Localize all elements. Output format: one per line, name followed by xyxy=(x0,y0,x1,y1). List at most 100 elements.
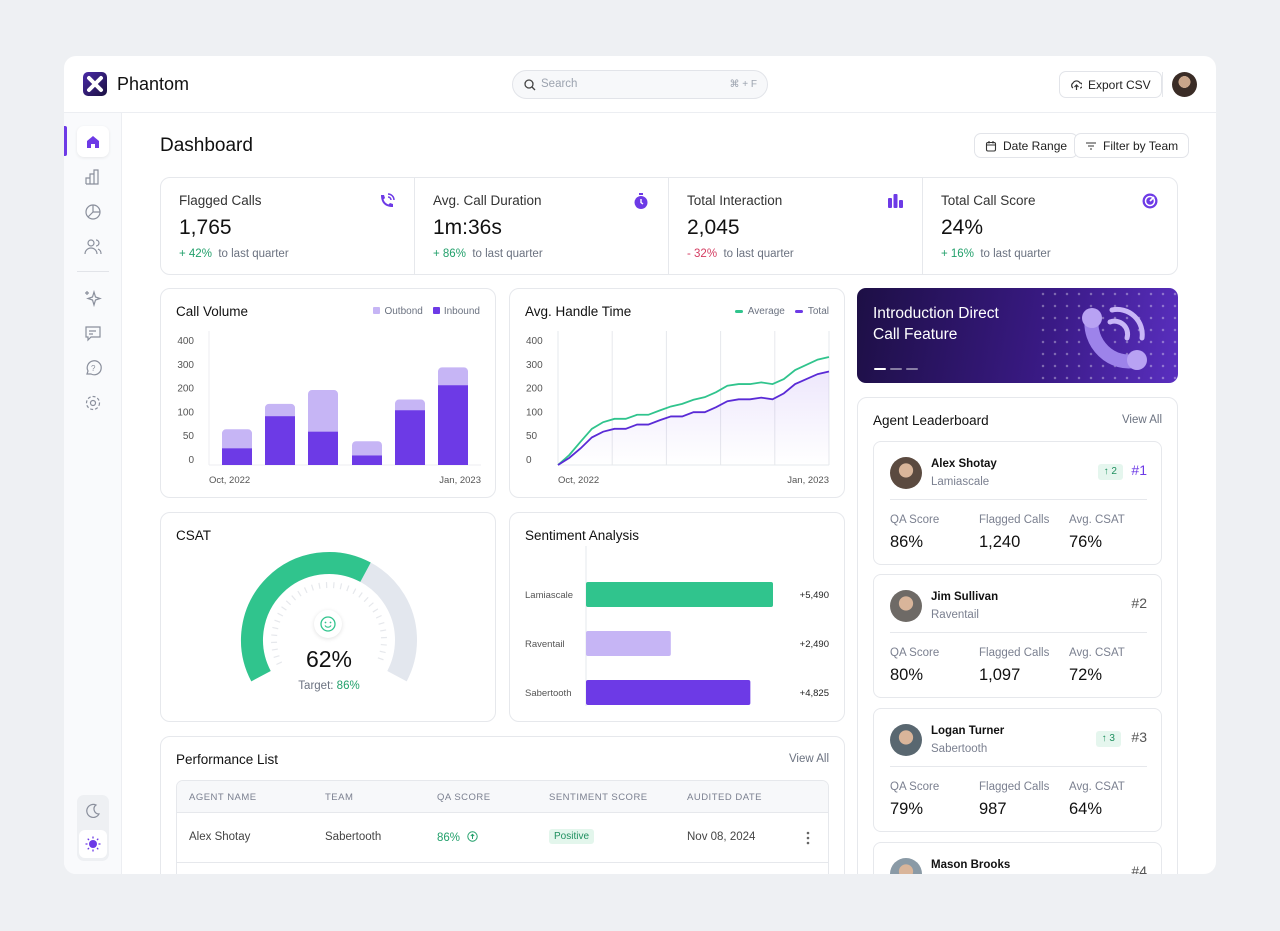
kpi-delta-row: - 32% to last quarter xyxy=(687,248,794,260)
kpi-delta: + 16% xyxy=(941,248,974,260)
carousel-dot[interactable] xyxy=(906,368,918,370)
agent-team: Sabertooth xyxy=(931,743,988,755)
sun-button[interactable] xyxy=(79,830,107,858)
qa-score-value: 86% xyxy=(437,832,461,844)
leaderboard-agent-card[interactable]: Alex Shotay Lamiascale ↑ 2 #1 QA Score F… xyxy=(873,441,1162,565)
y-tick-label: 0 xyxy=(526,455,532,466)
call-volume-chart: 0 50 100 200 300 400 Oct, 2022 Jan, 2023 xyxy=(177,331,481,486)
agent-divider xyxy=(890,766,1147,767)
gauge-tick xyxy=(380,643,387,646)
sidebar-item-ai[interactable] xyxy=(83,288,103,308)
app-name: Phantom xyxy=(117,74,190,94)
column-header-qa-score[interactable]: QA SCORE xyxy=(437,792,491,803)
agent-avatar xyxy=(890,590,922,622)
banner-title-line2: Call Feature xyxy=(873,326,958,343)
sidebar-item-home[interactable] xyxy=(77,126,109,157)
cell-qa-score: 86% xyxy=(437,831,478,844)
csat-value: 62% xyxy=(305,646,353,672)
banner-dots xyxy=(1037,288,1178,383)
sidebar-item-users[interactable] xyxy=(83,237,103,257)
leaderboard-view-all-link[interactable]: View All xyxy=(1121,414,1162,426)
smiley-icon xyxy=(314,610,342,638)
sidebar-item-messages[interactable] xyxy=(83,323,103,343)
theme-toggle[interactable] xyxy=(77,795,109,861)
kpi-value: 24% xyxy=(941,216,984,239)
sidebar-item-settings[interactable] xyxy=(83,393,103,413)
column-header-agent-name[interactable]: AGENT NAME xyxy=(189,792,257,803)
search-input[interactable]: Search ⌘ + F xyxy=(512,70,768,99)
gauge-tick xyxy=(346,585,350,592)
agent-divider xyxy=(890,499,1147,500)
agent-avatar xyxy=(890,457,922,489)
column-header-audited-date[interactable]: AUDITED DATE xyxy=(687,792,762,803)
leaderboard-agent-card[interactable]: Jim Sullivan Raventail #2 QA Score Flagg… xyxy=(873,574,1162,698)
date-range-button[interactable]: Date Range xyxy=(974,133,1079,158)
sidebar-item-help[interactable]: ? xyxy=(83,358,103,378)
area-total xyxy=(558,371,829,465)
sentiment-chart: Lamiascale +5,490 Raventail +2,490 Sabertoot… xyxy=(525,546,829,706)
gauge-tick xyxy=(368,602,374,608)
gauge-tick xyxy=(303,587,308,594)
bar-inbound xyxy=(308,431,338,465)
search-shortcut: ⌘ + F xyxy=(729,79,757,90)
flagged-calls-label: Flagged Calls xyxy=(979,514,1050,526)
sidebar: ? xyxy=(64,113,122,874)
gauge-tick xyxy=(310,584,314,591)
data-label: +2,490 xyxy=(800,639,829,650)
user-avatar[interactable] xyxy=(1172,72,1197,97)
performance-view-all-link[interactable]: View All xyxy=(788,753,829,765)
agent-name: Mason Brooks xyxy=(931,859,1011,871)
table-row[interactable]: Alex Shotay Sabertooth 86% Positive Nov … xyxy=(177,813,828,863)
column-header-team[interactable]: TEAM xyxy=(325,792,354,803)
gauge-tick xyxy=(276,661,283,666)
export-csv-button[interactable]: Export CSV xyxy=(1059,71,1162,98)
filter-by-team-label: Filter by Team xyxy=(1103,138,1179,153)
leaderboard-agent-card[interactable]: Logan Turner Sabertooth ↑ 3 #3 QA Score … xyxy=(873,708,1162,832)
logo-icon[interactable] xyxy=(83,72,107,96)
sentiment-bar xyxy=(586,680,751,705)
carousel-dot-active[interactable] xyxy=(874,368,886,370)
more-options-icon[interactable] xyxy=(805,830,811,846)
performance-table: AGENT NAME TEAM QA SCORE SENTIMENT SCORE… xyxy=(176,780,829,874)
filter-by-team-button[interactable]: Filter by Team xyxy=(1074,133,1190,158)
column-header-sentiment-score[interactable]: SENTIMENT SCORE xyxy=(549,792,648,803)
sidebar-item-analytics[interactable] xyxy=(83,167,103,187)
flagged-calls-value: 987 xyxy=(979,800,1007,818)
table-header: AGENT NAME TEAM QA SCORE SENTIMENT SCORE… xyxy=(177,781,828,813)
kpi-value: 1,765 xyxy=(179,216,232,239)
banner-title: Introduction Direct Call Feature xyxy=(873,303,999,345)
leaderboard-agent-card[interactable]: Mason Brooks #4 QA Score Flagged Calls A… xyxy=(873,842,1162,874)
banner-title-line1: Introduction Direct xyxy=(873,305,999,322)
gauge-fill xyxy=(241,552,371,682)
leaderboard-title: Agent Leaderboard xyxy=(873,413,989,428)
sentiment-analysis-card: Sentiment Analysis Lamiascale +5,490 Raven… xyxy=(509,512,845,722)
sentiment-bar xyxy=(586,631,671,656)
moon-icon[interactable] xyxy=(85,803,101,819)
promo-banner[interactable]: Introduction Direct Call Feature xyxy=(857,288,1178,383)
kpi-delta-suffix: to last quarter xyxy=(980,248,1051,260)
kpi-delta-row: + 86% to last quarter xyxy=(433,248,543,260)
agent-name: Alex Shotay xyxy=(931,458,997,470)
agent-rank: #4 xyxy=(1131,863,1147,874)
gauge-icon xyxy=(1142,193,1158,209)
agent-name: Logan Turner xyxy=(931,725,1005,737)
kpi-title: Flagged Calls xyxy=(179,193,262,208)
csat-gauge xyxy=(241,552,417,682)
sidebar-item-reports[interactable] xyxy=(83,202,103,222)
gauge-tick xyxy=(318,582,321,589)
svg-text:?: ? xyxy=(91,364,96,373)
line-total xyxy=(557,370,830,466)
carousel-dot[interactable] xyxy=(890,368,902,370)
call-volume-card: Call Volume Outbond Inbound 0 50 100 200 300… xyxy=(160,288,496,498)
bar-inbound xyxy=(265,416,295,465)
phone-ringing-icon xyxy=(381,193,395,207)
performance-title: Performance List xyxy=(176,752,279,767)
date-range-label: Date Range xyxy=(1003,138,1068,153)
chart-title: Avg. Handle Time xyxy=(525,304,632,319)
kpi-total-call-score: Total Call Score 24% + 16% to last quart… xyxy=(923,178,1177,274)
kpi-flagged-calls: Flagged Calls 1,765 + 42% to last quarte… xyxy=(161,178,415,274)
kpi-delta-row: + 42% to last quarter xyxy=(179,248,289,260)
kpi-delta: + 86% xyxy=(433,248,466,260)
sentiment-bar xyxy=(586,582,773,607)
agent-divider xyxy=(890,632,1147,633)
